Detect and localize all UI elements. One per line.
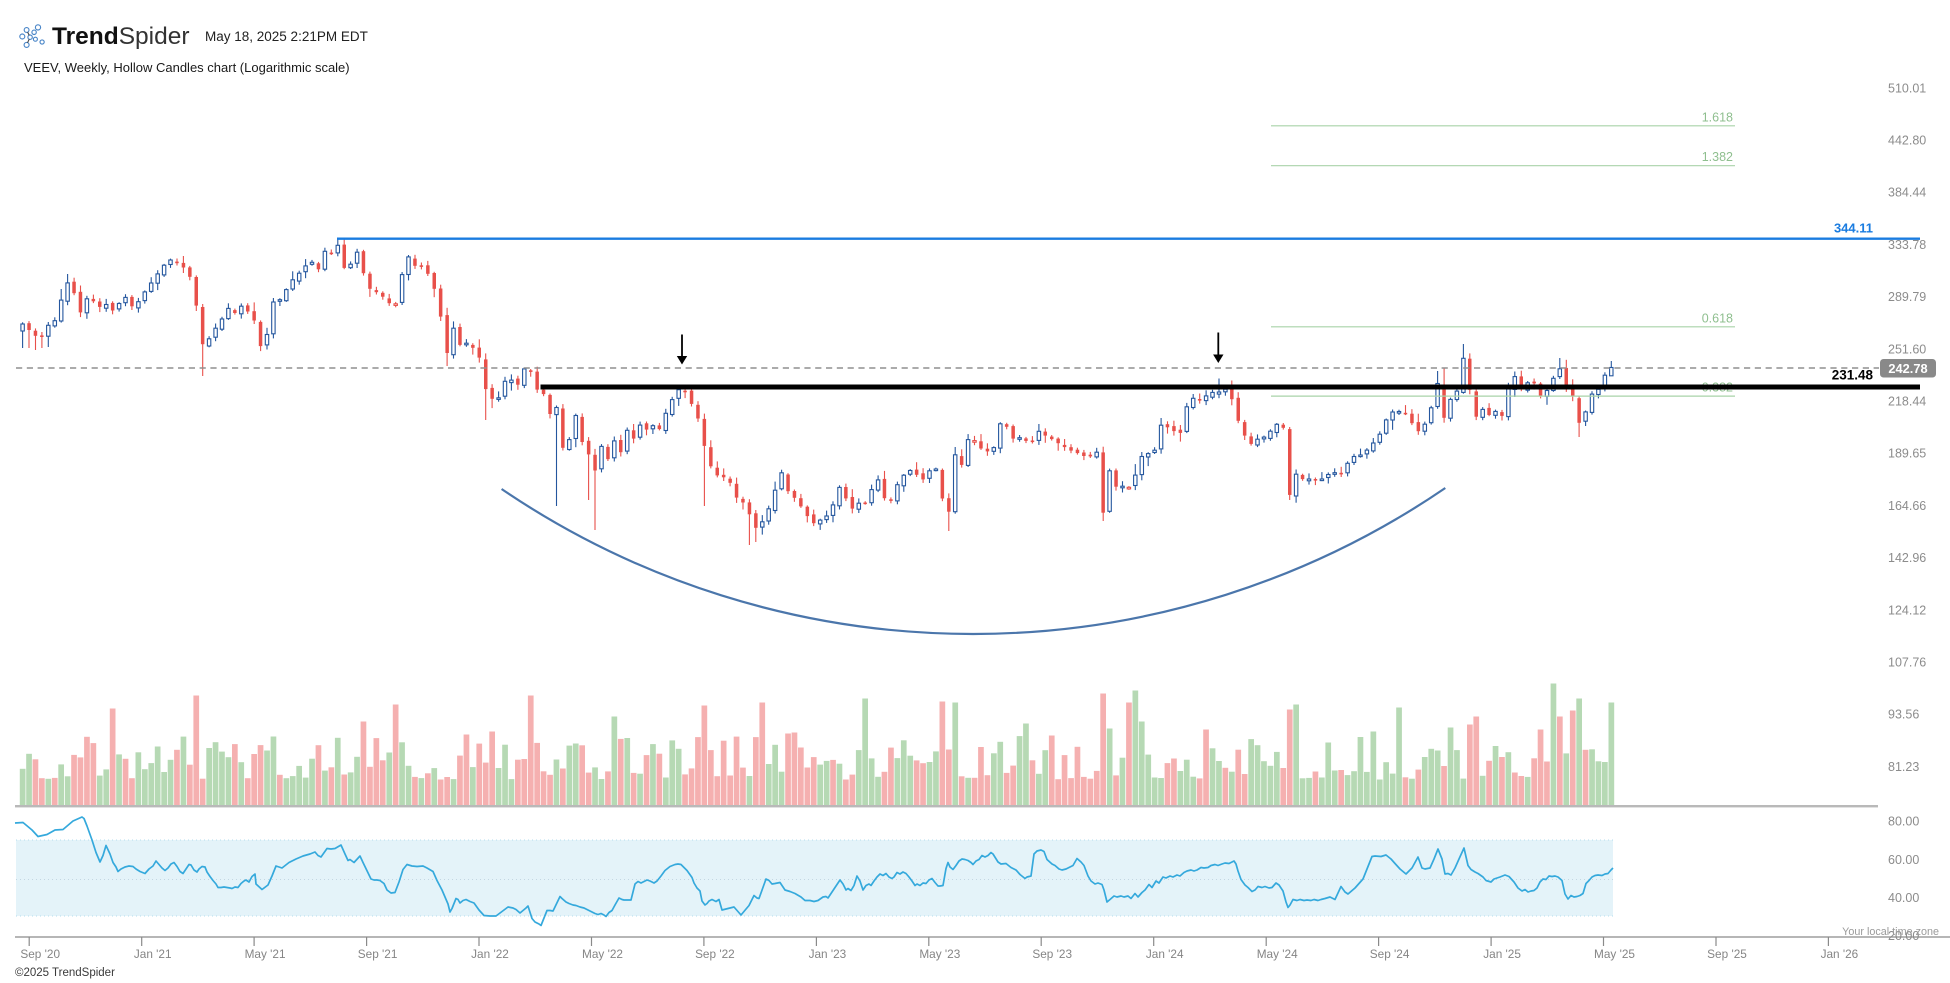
svg-text:242.78: 242.78 [1888, 361, 1927, 376]
svg-text:Sep '20: Sep '20 [20, 947, 60, 961]
svg-text:20.00: 20.00 [1888, 929, 1919, 943]
svg-text:1.382: 1.382 [1702, 150, 1733, 164]
svg-text:May '21: May '21 [245, 947, 286, 961]
svg-text:TrendSpider: TrendSpider [52, 23, 190, 50]
svg-text:May '23: May '23 [919, 947, 960, 961]
svg-text:344.11: 344.11 [1834, 221, 1873, 236]
svg-text:Jan '21: Jan '21 [134, 947, 172, 961]
svg-text:289.79: 289.79 [1888, 290, 1926, 304]
svg-text:107.76: 107.76 [1888, 656, 1926, 670]
svg-text:Jan '26: Jan '26 [1821, 947, 1859, 961]
svg-text:142.96: 142.96 [1888, 551, 1926, 565]
svg-text:Jan '25: Jan '25 [1483, 947, 1521, 961]
svg-text:0.618: 0.618 [1702, 311, 1733, 325]
svg-text:231.48: 231.48 [1832, 368, 1874, 383]
svg-text:Sep '22: Sep '22 [695, 947, 735, 961]
svg-text:81.23: 81.23 [1888, 760, 1919, 774]
svg-text:May '24: May '24 [1257, 947, 1298, 961]
svg-text:Sep '25: Sep '25 [1707, 947, 1747, 961]
svg-text:442.80: 442.80 [1888, 134, 1926, 148]
svg-text:May 18, 2025 2:21PM EDT: May 18, 2025 2:21PM EDT [205, 29, 368, 44]
svg-text:218.44: 218.44 [1888, 395, 1926, 409]
svg-text:VEEV, Weekly, Hollow Candles c: VEEV, Weekly, Hollow Candles chart (Loga… [24, 60, 350, 75]
svg-text:164.66: 164.66 [1888, 499, 1926, 513]
svg-text:May '22: May '22 [582, 947, 623, 961]
svg-text:189.65: 189.65 [1888, 447, 1926, 461]
svg-text:40.00: 40.00 [1888, 891, 1919, 905]
svg-text:333.78: 333.78 [1888, 238, 1926, 252]
svg-text:Jan '22: Jan '22 [471, 947, 509, 961]
svg-text:510.01: 510.01 [1888, 81, 1926, 95]
svg-text:Your local time zone: Your local time zone [1842, 926, 1939, 938]
svg-text:Sep '21: Sep '21 [358, 947, 398, 961]
svg-text:384.44: 384.44 [1888, 186, 1926, 200]
svg-text:Jan '23: Jan '23 [809, 947, 847, 961]
svg-text:124.12: 124.12 [1888, 603, 1926, 617]
svg-text:60.00: 60.00 [1888, 853, 1919, 867]
svg-text:80.00: 80.00 [1888, 815, 1919, 829]
svg-text:251.60: 251.60 [1888, 342, 1926, 356]
svg-text:Sep '24: Sep '24 [1370, 947, 1410, 961]
svg-text:93.56: 93.56 [1888, 708, 1919, 722]
svg-text:Jan '24: Jan '24 [1146, 947, 1184, 961]
svg-text:May '25: May '25 [1594, 947, 1635, 961]
svg-text:1.618: 1.618 [1702, 110, 1733, 124]
svg-text:©2025 TrendSpider: ©2025 TrendSpider [15, 967, 115, 979]
svg-text:Sep '23: Sep '23 [1032, 947, 1072, 961]
